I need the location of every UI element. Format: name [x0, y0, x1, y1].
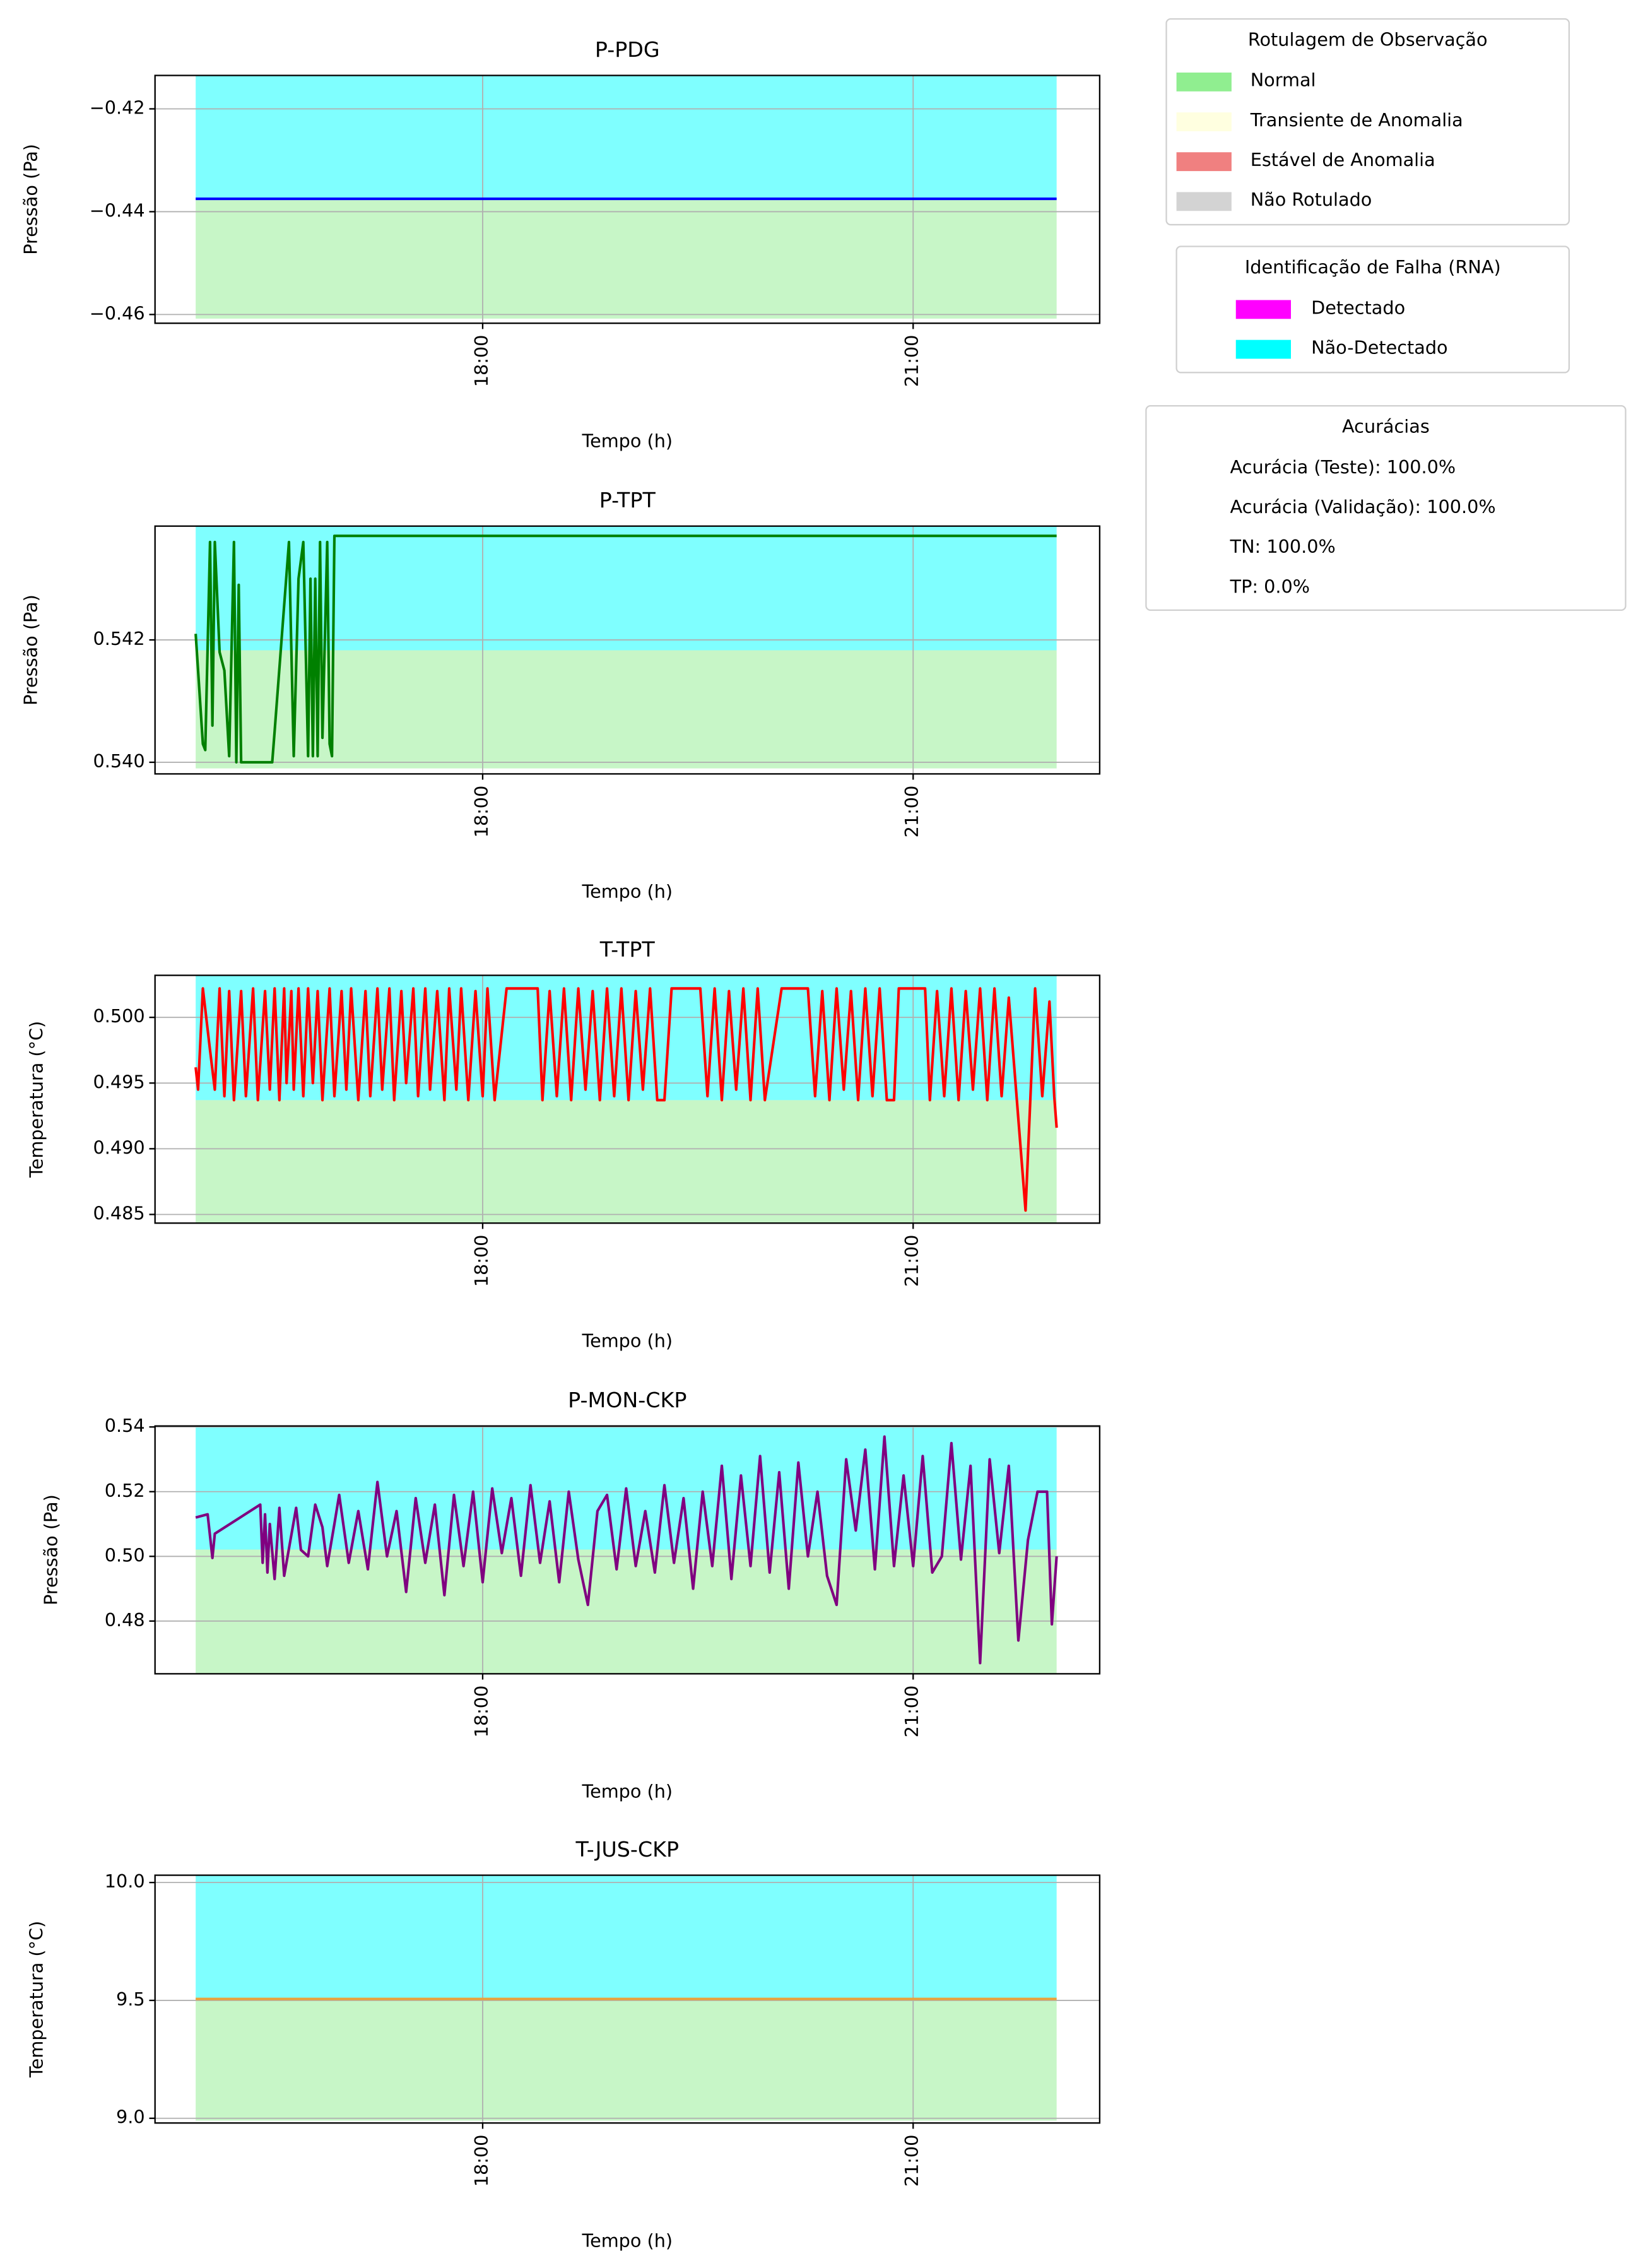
x-tick-label: 18:00 — [471, 1235, 492, 1287]
band — [196, 199, 1057, 319]
y-axis-label: Pressão (Pa) — [20, 594, 42, 706]
y-tick-label: 9.5 — [116, 1988, 145, 2010]
x-tick-label: 21:00 — [901, 335, 922, 387]
data-line — [194, 535, 1057, 764]
x-tick-label: 18:00 — [471, 786, 492, 838]
chart-title: P-TPT — [599, 488, 656, 512]
y-tick-label: 0.54 — [105, 1415, 145, 1436]
y-tick-label: −0.44 — [90, 199, 145, 221]
x-tick-label: 18:00 — [471, 1686, 492, 1738]
x-tick-label: 18:00 — [471, 2135, 492, 2187]
x-tick-label: 18:00 — [471, 335, 492, 387]
legend-label: TP: 0.0% — [1230, 576, 1310, 597]
y-axis-label: Temperatura (°C) — [26, 1021, 47, 1178]
legend-swatch — [1235, 300, 1291, 319]
x-tick-label: 21:00 — [901, 1686, 922, 1738]
band — [196, 75, 1057, 199]
x-tick-label: 21:00 — [901, 1235, 922, 1287]
legend-label: Não Rotulado — [1251, 189, 1372, 210]
axes-frame — [154, 1425, 1101, 1675]
legend-swatch — [1176, 72, 1232, 92]
axes-frame — [154, 525, 1101, 775]
axes-frame — [154, 1874, 1101, 2124]
x-axis-label: Tempo (h) — [581, 1781, 673, 1802]
y-tick-label: 0.48 — [105, 1609, 145, 1631]
y-tick-label: 0.540 — [93, 750, 144, 772]
legend-label: Não-Detectado — [1311, 336, 1447, 358]
y-tick-label: 0.542 — [93, 628, 144, 649]
legend-title: Identificação de Falha (RNA) — [1245, 256, 1501, 278]
y-tick-label: 0.490 — [93, 1137, 144, 1158]
y-tick-label: 0.485 — [93, 1202, 144, 1224]
y-tick-label: −0.46 — [90, 302, 145, 324]
band — [196, 1100, 1057, 1224]
axes-frame — [154, 74, 1101, 324]
data-line — [194, 987, 1058, 1212]
y-axis-label: Temperatura (°C) — [26, 1921, 47, 2078]
x-axis-label: Tempo (h) — [581, 881, 673, 902]
legend-title: Acurácias — [1342, 416, 1430, 437]
y-tick-label: 0.495 — [93, 1071, 144, 1092]
legend-box — [1145, 405, 1627, 611]
chart-title: P-MON-CKP — [568, 1388, 686, 1412]
legend-label: TN: 100.0% — [1230, 536, 1336, 557]
y-tick-label: 10.0 — [105, 1870, 145, 1892]
y-axis-label: Pressão (Pa) — [40, 1494, 62, 1605]
chart-title: T-TPT — [599, 937, 656, 962]
legend-label: Estável de Anomalia — [1251, 149, 1435, 170]
band — [196, 1549, 1057, 1674]
legend-title: Rotulagem de Observação — [1248, 28, 1488, 50]
chart-title: T-JUS-CKP — [575, 1837, 679, 1862]
legend-label: Acurácia (Teste): 100.0% — [1230, 456, 1456, 478]
x-tick-label: 21:00 — [901, 786, 922, 838]
y-tick-label: 9.0 — [116, 2106, 145, 2128]
legend-label: Transiente de Anomalia — [1250, 109, 1463, 131]
y-axis-label: Pressão (Pa) — [20, 144, 42, 255]
legend-box — [1165, 18, 1570, 226]
legend-label: Acurácia (Validação): 100.0% — [1230, 496, 1496, 517]
y-tick-label: −0.42 — [90, 97, 145, 119]
y-tick-label: 0.500 — [93, 1005, 144, 1027]
band — [196, 1875, 1057, 1999]
legend-swatch — [1176, 192, 1232, 211]
data-line — [195, 1435, 1058, 1665]
band — [196, 1999, 1057, 2121]
x-axis-label: Tempo (h) — [581, 2230, 673, 2252]
y-tick-label: 0.52 — [105, 1480, 145, 1501]
legend-swatch — [1176, 112, 1232, 131]
axes-frame — [154, 974, 1101, 1224]
legend-swatch — [1235, 340, 1291, 359]
x-tick-label: 21:00 — [901, 2135, 922, 2187]
legend-label: Detectado — [1311, 297, 1405, 318]
legend-swatch — [1176, 152, 1232, 172]
x-axis-label: Tempo (h) — [581, 430, 673, 452]
x-axis-label: Tempo (h) — [581, 1330, 673, 1352]
legend-label: Normal — [1251, 69, 1316, 91]
y-tick-label: 0.50 — [105, 1544, 145, 1566]
chart-title: P-PDG — [595, 37, 660, 62]
